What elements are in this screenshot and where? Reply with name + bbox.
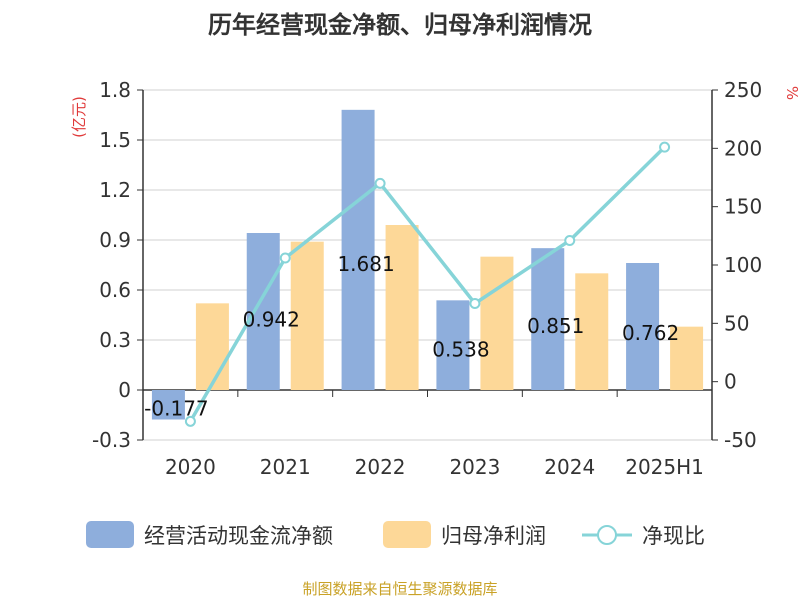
ratio-line	[184, 141, 671, 427]
right-unit-label: %	[783, 86, 800, 100]
legend: 经营活动现金流净额 归母净利润 净现比	[86, 521, 705, 548]
data-label: 1.681	[337, 252, 394, 276]
right-tick-label: 100	[724, 253, 762, 277]
ratio-point	[564, 235, 576, 246]
legend-label-netprofit: 归母净利润	[441, 524, 546, 548]
left-tick-label: 0	[118, 378, 131, 402]
source-note: 制图数据来自恒生聚源数据库	[302, 580, 497, 598]
left-tick-label: 0.9	[99, 228, 131, 252]
data-label: -0.177	[144, 397, 208, 421]
category-label: 2024	[544, 455, 595, 479]
bar	[670, 326, 704, 390]
legend-marker-ratio	[597, 525, 617, 545]
bars	[151, 109, 704, 420]
ratio-point	[469, 298, 481, 309]
ratio-point	[374, 177, 386, 189]
left-unit-label: (亿元)	[70, 96, 88, 138]
bar	[151, 390, 185, 420]
category-label: 2025H1	[625, 455, 704, 479]
axes: -0.3 0 0.3 0.6 0.9 1.2 1.5 1.8 -50 0 50 100 150 200 25…	[92, 78, 762, 479]
right-tick-label: 250	[724, 78, 762, 102]
right-tick-label: 150	[724, 195, 762, 219]
legend-swatch-cashflow	[86, 521, 134, 548]
ratio-point	[659, 141, 671, 153]
data-labels: -0.177 0.942 1.681 0.538 0.851 0.762	[144, 252, 679, 421]
bar	[195, 303, 229, 390]
data-label: 0.762	[622, 321, 679, 345]
legend-label-ratio: 净现比	[642, 524, 705, 548]
right-tick-label: 0	[724, 370, 737, 394]
ratio-point	[184, 415, 196, 427]
data-label: 0.942	[243, 307, 300, 331]
bar	[480, 256, 514, 390]
category-label: 2023	[449, 455, 500, 479]
bar	[341, 109, 375, 390]
ratio-polyline	[188, 145, 666, 423]
bar	[575, 273, 609, 390]
left-tick-label: -0.3	[92, 428, 131, 452]
right-tick-label: -50	[724, 428, 757, 452]
ratio-point	[279, 252, 291, 264]
left-tick-label: 1.8	[99, 78, 131, 102]
right-tick-label: 50	[724, 311, 749, 335]
bar	[436, 300, 470, 390]
left-tick-label: 0.6	[99, 278, 131, 302]
category-label: 2022	[355, 455, 406, 479]
left-tick-label: 1.5	[99, 128, 131, 152]
bar	[531, 248, 565, 390]
chart-title: 历年经营现金净额、归母净利润情况	[208, 11, 592, 39]
bar	[385, 225, 419, 390]
category-label: 2020	[165, 455, 216, 479]
data-label: 0.538	[432, 338, 489, 362]
bar	[290, 241, 324, 390]
bar	[626, 263, 660, 390]
legend-label-cashflow: 经营活动现金流净额	[144, 524, 333, 548]
category-label: 2021	[260, 455, 311, 479]
left-tick-label: 0.3	[99, 328, 131, 352]
right-tick-label: 200	[724, 136, 762, 160]
data-label: 0.851	[527, 314, 584, 338]
legend-swatch-netprofit	[383, 521, 431, 548]
left-tick-label: 1.2	[99, 178, 131, 202]
